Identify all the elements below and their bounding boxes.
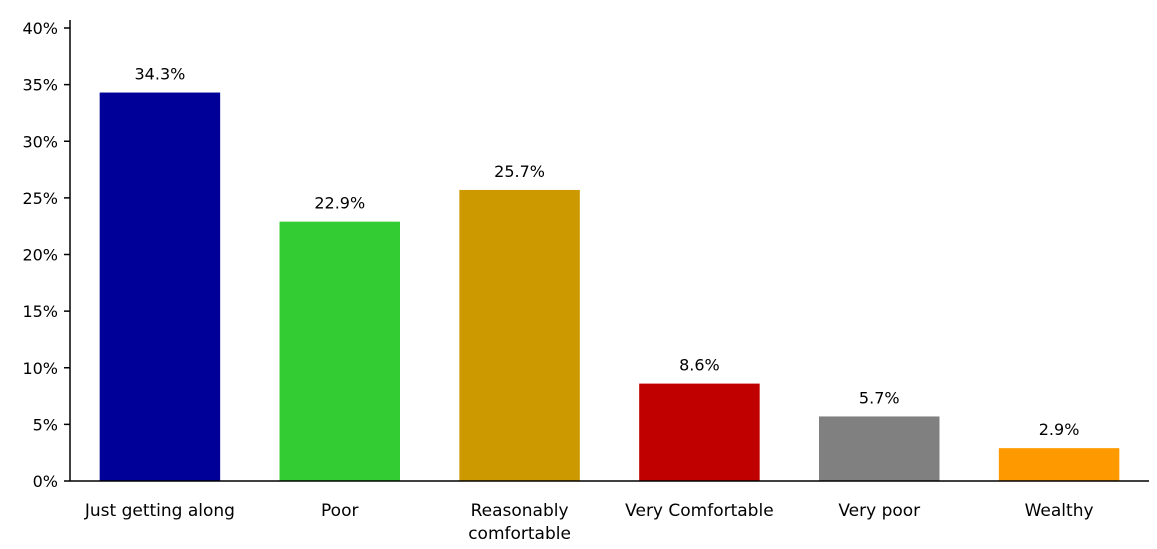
data-label: 25.7% xyxy=(494,162,545,181)
bar xyxy=(99,92,221,482)
y-tick-label: 0% xyxy=(33,472,58,491)
data-label: 22.9% xyxy=(314,194,365,213)
y-tick-label: 10% xyxy=(22,359,58,378)
y-tick-label: 15% xyxy=(22,302,58,321)
y-tick-label: 35% xyxy=(22,76,58,95)
bar xyxy=(279,221,400,481)
y-tick-label: 25% xyxy=(22,189,58,208)
y-tick-label: 20% xyxy=(22,246,58,265)
y-tick-label: 40% xyxy=(22,19,58,38)
data-label: 34.3% xyxy=(135,65,186,84)
bar xyxy=(639,383,760,481)
data-label: 8.6% xyxy=(679,356,720,375)
category-label: Reasonably comfortable xyxy=(468,501,571,544)
data-labels: 34.3% 22.9% 25.7% 8.6% 5.7% 2.9% xyxy=(135,65,1080,440)
y-axis-ticks: 0% 5% 10% 15% 20% 25% 30% 35% 40% xyxy=(22,19,70,491)
data-label: 2.9% xyxy=(1039,420,1080,439)
y-tick-label: 30% xyxy=(22,132,58,151)
bar xyxy=(998,448,1120,481)
category-labels: Just getting along Poor Reasonably comforta… xyxy=(84,501,1094,544)
data-label: 5.7% xyxy=(859,388,900,407)
bar xyxy=(459,189,580,481)
category-label: Just getting along xyxy=(84,501,235,521)
bars xyxy=(99,92,1120,482)
category-label: Very poor xyxy=(838,501,920,521)
y-tick-label: 5% xyxy=(33,415,58,434)
category-label: Very Comfortable xyxy=(625,501,773,521)
category-label: Wealthy xyxy=(1025,501,1094,521)
bar xyxy=(819,416,940,481)
category-label: Poor xyxy=(321,501,358,521)
